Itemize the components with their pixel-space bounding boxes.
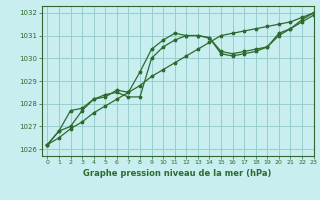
X-axis label: Graphe pression niveau de la mer (hPa): Graphe pression niveau de la mer (hPa)	[84, 169, 272, 178]
